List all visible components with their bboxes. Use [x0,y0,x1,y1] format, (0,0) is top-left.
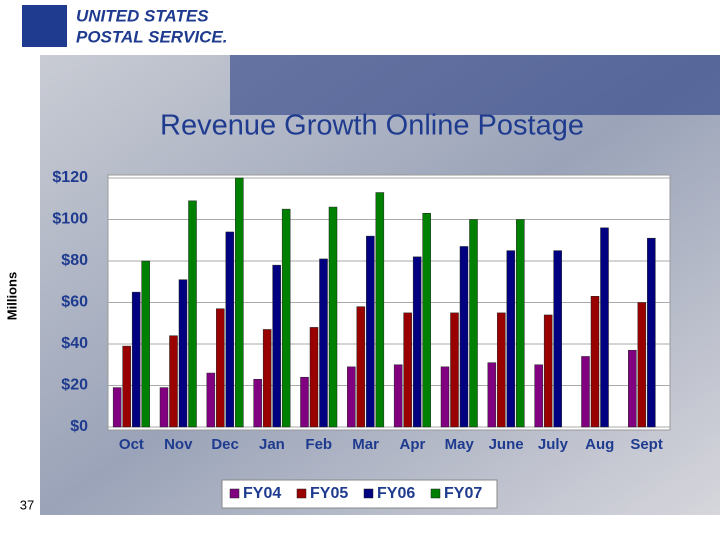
bar [225,231,235,428]
logo-eagle [22,5,67,47]
y-axis-label: Millions [4,272,19,320]
logo-line2: POSTAL SERVICE. [76,27,227,46]
bar [440,366,450,428]
legend-label: FY05 [310,485,348,502]
x-tick-label: July [538,436,569,453]
x-tick-label: Sept [630,436,663,453]
bar [403,312,412,428]
x-tick-label: May [445,436,475,453]
y-tick-label: $20 [61,377,88,394]
bar [375,192,385,428]
bar [543,314,553,428]
chart-title: Revenue Growth Online Postage [160,110,584,142]
bar [497,312,506,428]
bar [628,349,637,428]
x-tick-label: Mar [352,436,379,453]
bar [450,312,459,428]
bar [487,362,497,428]
bar [319,258,328,428]
bar [112,387,122,428]
x-tick-label: Oct [119,436,144,453]
bar [553,250,562,428]
x-tick-label: Apr [399,436,425,453]
x-tick-label: Jan [259,436,285,453]
legend-label: FY06 [377,485,415,502]
bar [300,376,309,428]
y-tick-label: $40 [61,335,88,352]
bar [178,279,188,428]
bar [141,260,150,428]
y-tick-label: $80 [61,252,88,269]
bar [469,219,478,428]
legend-label: FY07 [444,485,482,502]
bar [422,213,431,428]
bar [393,364,403,428]
bar [262,329,272,428]
x-tick-label: June [489,436,524,453]
x-tick-label: Aug [585,436,614,453]
bar [366,235,375,428]
bar [534,364,543,428]
bar [347,366,356,428]
legend-swatch [229,488,240,499]
bar [235,177,244,428]
bar [647,237,656,428]
legend-label: FY04 [243,485,281,502]
y-tick-label: $60 [61,294,88,311]
legend [221,479,498,509]
x-tick-label: Dec [211,436,239,453]
y-tick-label: $100 [52,211,88,228]
background-band [230,55,720,115]
bar [516,219,525,428]
logo-line1: UNITED STATES [76,6,209,25]
bar [600,227,609,428]
bar [637,302,647,428]
bar [412,256,422,428]
bar [272,264,281,428]
bar [169,335,178,428]
page-number: 37 [20,497,34,512]
bar [459,246,469,428]
bar [581,356,590,428]
y-tick-label: $120 [52,169,88,186]
y-tick-label: $0 [70,418,88,435]
bar [328,206,338,428]
legend-swatch [363,488,374,499]
x-tick-label: Nov [164,436,193,453]
bar [253,379,262,428]
bar [206,372,216,428]
bar [281,208,291,428]
bar [590,296,600,428]
legend-swatch [430,488,441,499]
bar [506,250,516,428]
bar [216,308,225,428]
bar [131,291,141,428]
bar [309,327,319,428]
bar [188,200,197,428]
x-tick-label: Feb [305,436,332,453]
bar [159,387,169,428]
bar [356,306,366,428]
bar [122,345,131,428]
legend-swatch [296,488,307,499]
